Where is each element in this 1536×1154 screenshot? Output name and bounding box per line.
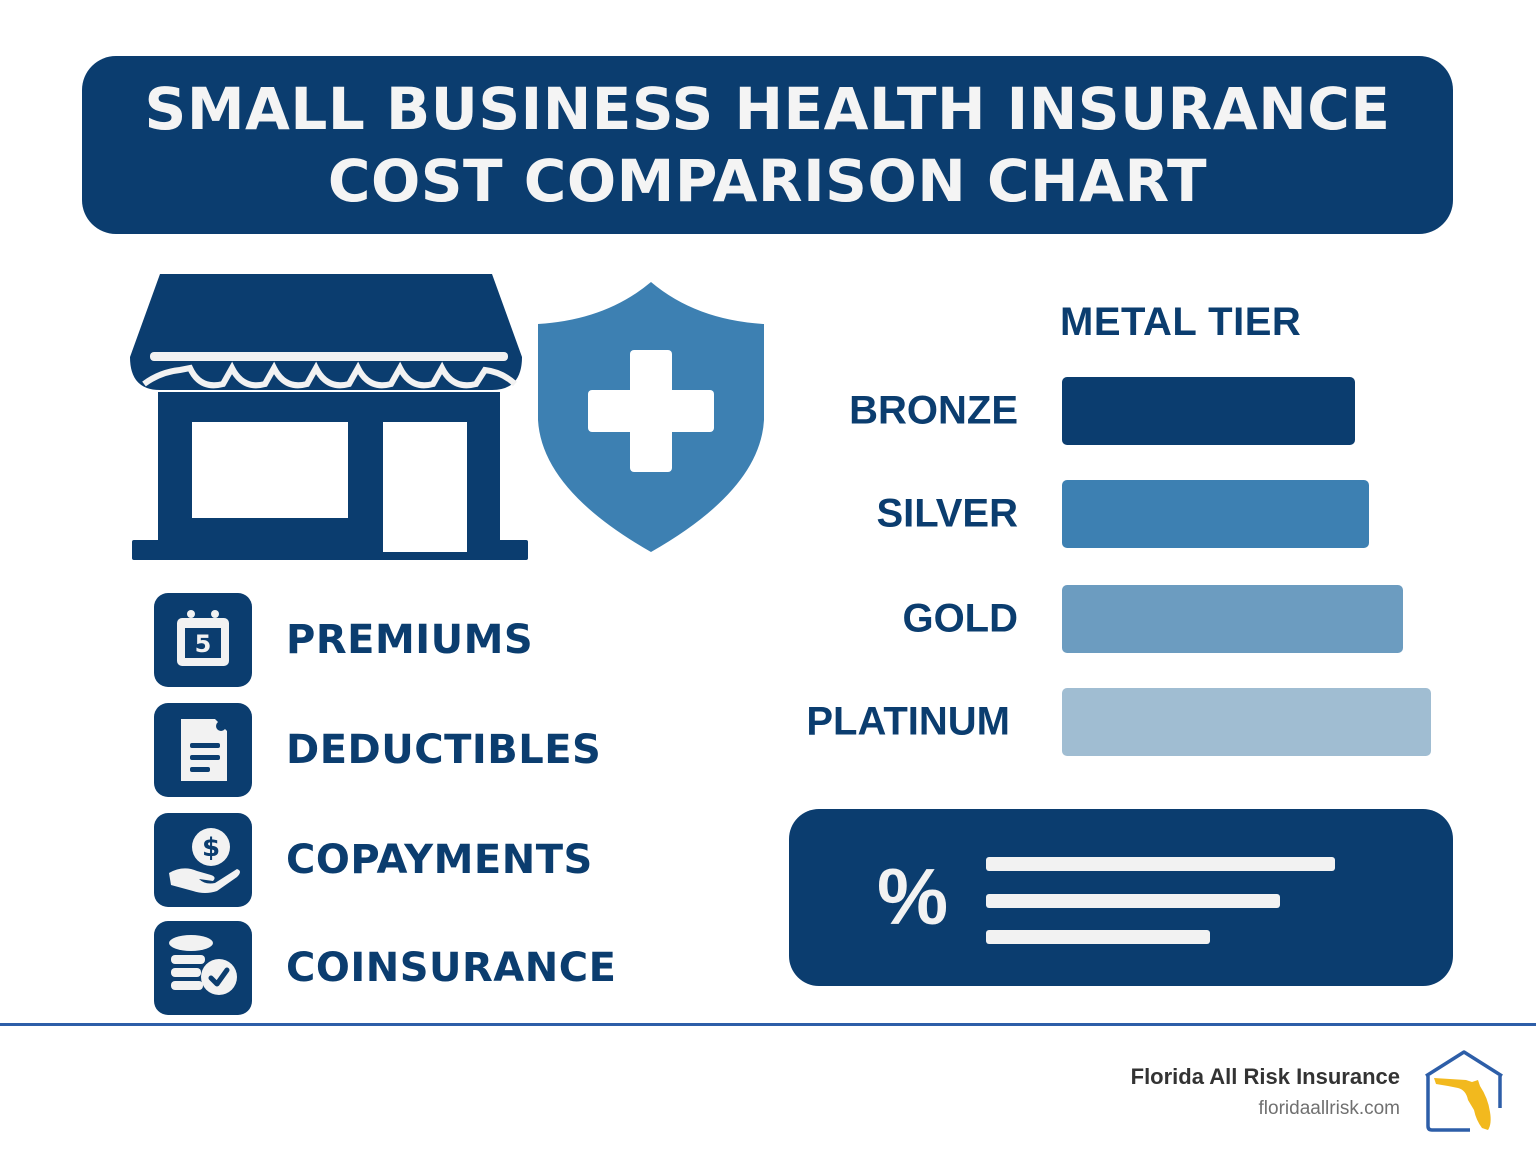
cost-factor-label: PREMIUMS [286,617,534,663]
coins-check-icon [154,921,252,1015]
storefront-icon [130,274,528,560]
placeholder-text-line [986,857,1335,871]
footer-divider [0,1023,1536,1026]
placeholder-text-line [986,894,1280,908]
percent-icon: % [877,852,949,941]
tier-label: GOLD [902,596,1018,641]
placeholder-text-line [986,930,1210,944]
brand-url: floridaallrisk.com [1258,1098,1400,1119]
cost-factor-label: COPAYMENTS [286,837,593,883]
percent-summary-panel: % [789,809,1453,986]
chart-title: METAL TIER [1060,300,1302,344]
page-title-line-1: SMALL BUSINESS HEALTH INSURANCE [144,75,1391,143]
shield-medical-cross-icon [538,282,764,552]
tier-row-platinum: PLATINUM [770,688,1460,756]
page-title-line-2: COST COMPARISON CHART [327,147,1208,215]
svg-text:5: 5 [195,630,212,658]
calendar-icon: 5 [154,593,252,687]
cost-factor-label: COINSURANCE [286,945,617,991]
title-banner: SMALL BUSINESS HEALTH INSURANCE COST COM… [82,56,1453,234]
hand-dollar-coin-icon: $ [154,813,252,907]
brand-name: Florida All Risk Insurance [1130,1064,1400,1089]
tier-row-silver: SILVER [770,480,1460,548]
cost-factor-copayments: $ COPAYMENTS [154,812,593,908]
tier-bar-bronze [1062,377,1355,445]
tier-label: PLATINUM [806,699,1010,744]
tier-bar-platinum [1062,688,1431,756]
tier-row-gold: GOLD [770,585,1460,653]
document-icon [154,703,252,797]
svg-text:$: $ [202,833,220,863]
cost-factor-coinsurance: COINSURANCE [154,920,616,1016]
tier-label: SILVER [876,491,1018,536]
cost-factor-label: DEDUCTIBLES [286,727,602,773]
tier-bar-gold [1062,585,1403,653]
tier-label: BRONZE [849,388,1018,433]
tier-row-bronze: BRONZE [770,377,1460,445]
cost-factor-premiums: 5 PREMIUMS [154,592,533,688]
tier-bar-silver [1062,480,1369,548]
house-florida-logo-icon [1425,1050,1503,1132]
cost-factor-deductibles: DEDUCTIBLES [154,702,601,798]
